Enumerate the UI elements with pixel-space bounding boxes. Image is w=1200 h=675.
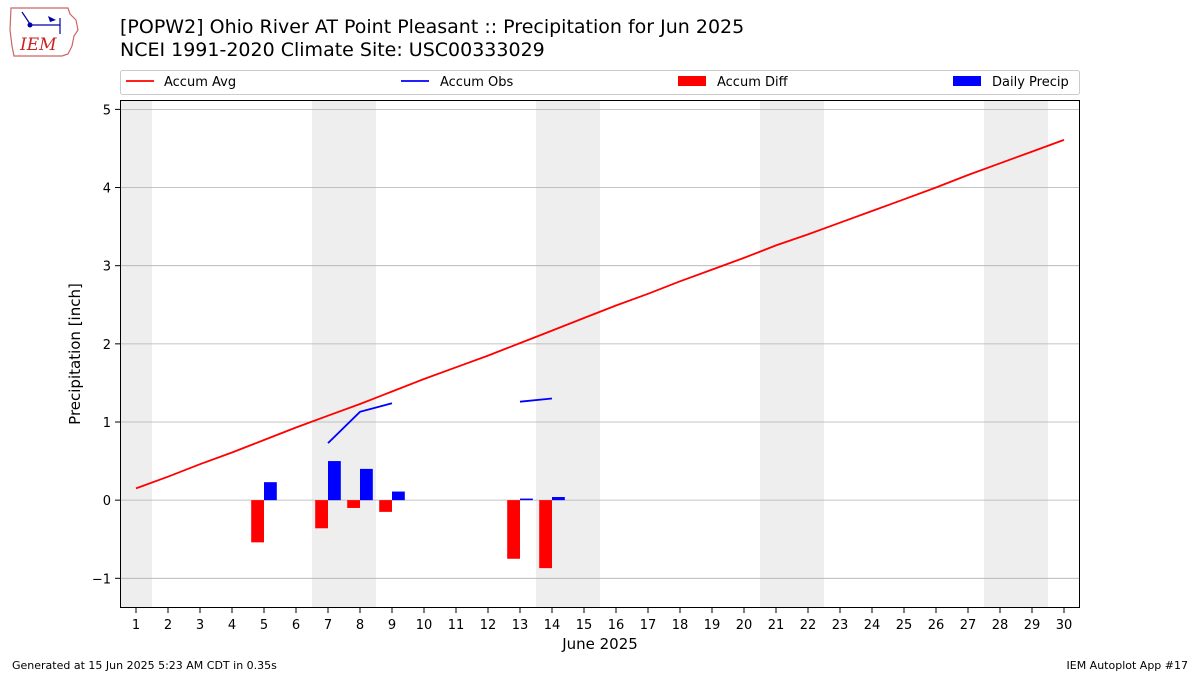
legend-swatch-daily-precip (953, 76, 981, 86)
accum-diff-bar-day-7 (315, 500, 328, 529)
iem-iowa-logo-icon: IEM (9, 7, 79, 57)
bars (251, 461, 565, 569)
logo-text: IEM (19, 35, 57, 55)
x-tick-label-29: 30 (1056, 618, 1073, 633)
x-tick-label-9: 10 (416, 618, 433, 633)
legend-swatch-accum-diff (678, 76, 706, 86)
y-tick-label-3: 2 (103, 338, 111, 353)
y-axis-label: Precipitation [inch] (66, 283, 84, 425)
y-tick-label-4: 3 (103, 260, 111, 275)
daily-precip-bar-day-14 (552, 497, 565, 501)
x-tick-label-16: 17 (640, 618, 657, 633)
footer-app-text: IEM Autoplot App #17 (1066, 659, 1189, 672)
accum-diff-bar-day-9 (379, 500, 392, 512)
legend-label-accum-obs: Accum Obs (440, 75, 513, 90)
daily-precip-bar-day-13 (520, 498, 533, 501)
x-axis-label: June 2025 (561, 635, 638, 653)
legend-label-accum-diff: Accum Diff (717, 75, 789, 90)
accum-diff-bar-day-5 (251, 500, 264, 543)
y-gridlines (120, 108, 1080, 579)
legend-label-accum-avg: Accum Avg (164, 75, 236, 90)
weekend-band-1 (312, 100, 376, 608)
chart-title: [POPW2] Ohio River AT Point Pleasant :: … (120, 16, 745, 38)
daily-precip-bar-day-9 (392, 491, 405, 501)
x-tick-label-5: 6 (292, 618, 300, 633)
x-tick-label-14: 15 (576, 618, 593, 633)
x-tick-label-6: 7 (324, 618, 332, 633)
x-tick-label-22: 23 (832, 618, 849, 633)
accum-diff-bar-day-8 (347, 500, 360, 508)
accum-avg-line (135, 139, 1065, 490)
weekend-band-0 (120, 100, 152, 608)
accum-diff-bar-day-14 (539, 500, 552, 569)
x-tick-label-28: 29 (1024, 618, 1041, 633)
y-tick-label-6: 5 (103, 103, 111, 118)
x-tick-label-10: 11 (448, 618, 465, 633)
x-tick-label-17: 18 (672, 618, 689, 633)
x-tick-label-15: 16 (608, 618, 625, 633)
accum-diff-bar-day-13 (507, 500, 520, 559)
x-tick-label-23: 24 (864, 618, 881, 633)
x-tick-label-12: 13 (512, 618, 529, 633)
x-tick-label-13: 14 (544, 618, 561, 633)
daily-precip-bar-day-5 (264, 482, 277, 501)
x-tick-label-2: 3 (196, 618, 204, 633)
weekend-band-4 (984, 100, 1048, 608)
lines (135, 139, 1065, 490)
x-tick-label-7: 8 (356, 618, 364, 633)
y-tick-label-5: 4 (103, 182, 111, 197)
y-axis-ticks: −1 0 1 2 3 4 5 (92, 103, 120, 587)
x-tick-label-21: 22 (800, 618, 817, 633)
accum-obs-line-segment-1 (519, 397, 553, 403)
x-tick-label-4: 5 (260, 618, 268, 633)
x-tick-label-0: 1 (132, 618, 140, 633)
footer-generated-text: Generated at 15 Jun 2025 5:23 AM CDT in … (12, 659, 277, 672)
plot-frame (120, 100, 1080, 608)
x-tick-label-11: 12 (480, 618, 497, 633)
x-tick-label-25: 26 (928, 618, 945, 633)
x-axis-ticks: 1 2 3 4 5 6 7 8 9 10 11 12 13 14 15 16 17 18 19 20 21 22 23 24 2… (132, 608, 1072, 633)
chart-subtitle: NCEI 1991-2020 Climate Site: USC00333029 (120, 39, 545, 61)
x-tick-label-19: 20 (736, 618, 753, 633)
x-tick-label-24: 25 (896, 618, 913, 633)
accum-obs-line-segment-0 (327, 402, 393, 444)
daily-precip-bar-day-7 (328, 461, 341, 501)
legend: Accum Avg Accum Obs Accum Diff Daily Pre… (120, 70, 1080, 95)
x-tick-label-1: 2 (164, 618, 172, 633)
weekend-band-3 (760, 100, 824, 608)
y-tick-label-2: 1 (103, 416, 111, 431)
x-tick-label-3: 4 (228, 618, 236, 633)
legend-box (120, 70, 1080, 95)
daily-precip-bar-day-8 (360, 468, 373, 501)
x-tick-label-26: 27 (960, 618, 977, 633)
y-tick-label-0: −1 (92, 572, 111, 587)
legend-label-daily-precip: Daily Precip (992, 75, 1069, 90)
x-tick-label-20: 21 (768, 618, 785, 633)
x-tick-label-18: 19 (704, 618, 721, 633)
x-tick-label-8: 9 (388, 618, 396, 633)
y-tick-label-1: 0 (103, 494, 111, 509)
x-tick-label-27: 28 (992, 618, 1009, 633)
